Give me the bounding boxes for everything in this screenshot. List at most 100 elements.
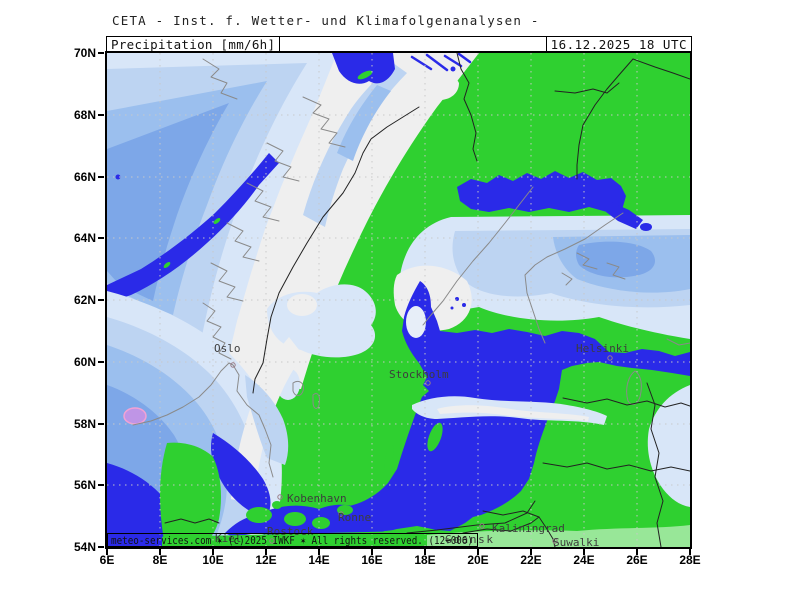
lat-tick — [98, 423, 104, 425]
lon-label-18e: 18E — [414, 553, 436, 567]
graticule — [107, 53, 690, 547]
heavy-rain-coast-strip — [107, 153, 279, 303]
trace-core-central-sweden — [287, 294, 317, 316]
lat-label-68n: 68N — [73, 108, 96, 122]
city-label-oslo: Oslo — [214, 342, 241, 355]
lon-label-22e: 22E — [520, 553, 542, 567]
city-label-kiel: Kiel — [215, 532, 242, 545]
land-jutland — [160, 442, 221, 547]
island-oland — [384, 445, 394, 471]
lat-label-56n: 56N — [73, 478, 96, 492]
island-gap — [357, 70, 373, 80]
lon-tick — [265, 549, 267, 555]
fjord-streak — [425, 53, 449, 72]
island-gap — [213, 218, 221, 224]
very-heavy-rain-cell — [123, 407, 147, 425]
product-label: Precipitation_[mm/6h] — [107, 37, 281, 52]
lon-tick — [477, 549, 479, 555]
lon-label-20e: 20E — [467, 553, 489, 567]
island-gap — [163, 262, 171, 268]
lon-label-12e: 12E — [255, 553, 277, 567]
lat-tick — [98, 361, 104, 363]
city-marker-suwalki — [552, 538, 558, 544]
country-borders — [164, 52, 691, 548]
city-marker-ronne — [338, 511, 344, 517]
lon-label-8e: 8E — [152, 553, 168, 567]
fjord-streak — [457, 52, 472, 64]
lon-tick — [106, 549, 108, 555]
rain-gap-band-core — [437, 405, 589, 421]
island-funen — [246, 507, 272, 523]
coastlines — [132, 58, 691, 478]
lon-tick — [689, 549, 691, 555]
lat-label-54n: 54N — [73, 540, 96, 554]
fjord-streak — [443, 54, 463, 68]
fjord-streak — [410, 55, 433, 71]
city-marker-oslo — [230, 362, 236, 368]
lat-tick — [98, 176, 104, 178]
lat-label-64n: 64N — [73, 231, 96, 245]
lon-tick — [159, 549, 161, 555]
city-label-ronne: Ronne — [338, 511, 371, 524]
lat-label-70n: 70N — [73, 46, 96, 60]
lon-label-24e: 24E — [573, 553, 595, 567]
rain-patch-pskov — [647, 385, 690, 507]
city-label-stockholm: Stockholm — [389, 368, 449, 381]
lon-tick — [636, 549, 638, 555]
lon-label-6e: 6E — [99, 553, 115, 567]
light-rain-land-strip — [427, 525, 690, 547]
city-label-helsinki: Helsinki — [576, 342, 629, 355]
lat-tick — [98, 299, 104, 301]
trace-blob-north — [418, 70, 459, 101]
heavy-rain-german-bight — [107, 463, 179, 547]
rain-band-nw-4 — [107, 103, 229, 301]
city-marker-helsinki — [607, 355, 613, 361]
cities: Oslo Stockholm Helsinki Kobenhavn Ronne … — [214, 342, 629, 549]
city-label-suwalki: Suwalki — [553, 536, 599, 547]
heavy-rain-bothnian-hook — [606, 202, 643, 229]
lon-label-14e: 14E — [308, 553, 330, 567]
city-marker-kaliningrad — [479, 523, 485, 529]
city-marker-rostock — [269, 538, 275, 544]
lat-tick — [98, 237, 104, 239]
city-label-kaliningrad: Kaliningrad — [492, 522, 565, 535]
map-canvas: Oslo Stockholm Helsinki Kobenhavn Ronne … — [107, 52, 691, 549]
copyright-text: meteo-services.com ✶ (c)2025 IWKF ✶ All … — [111, 535, 473, 547]
lat-label-58n: 58N — [73, 417, 96, 431]
heavy-rain-kattegat — [211, 433, 271, 517]
archipelago-dot — [462, 303, 466, 307]
datetime-label: 16.12.2025 18 UTC — [545, 37, 691, 52]
heavy-rain-dot — [640, 223, 652, 231]
precipitation-map: Oslo Stockholm Helsinki Kobenhavn Ronne … — [105, 51, 692, 549]
lon-tick — [530, 549, 532, 555]
lon-tick — [212, 549, 214, 555]
heavy-rain-bothnian-bay — [457, 171, 626, 212]
city-label-kobenhavn: Kobenhavn — [287, 492, 347, 505]
lon-tick — [424, 549, 426, 555]
island-danish — [312, 517, 330, 529]
heavy-rain-north-patch — [332, 53, 395, 84]
rain-skagerrak-tongue — [245, 375, 289, 465]
lon-tick — [371, 549, 373, 555]
lat-tick — [98, 546, 104, 548]
rain-streak-lofoten-core — [337, 85, 391, 161]
lon-label-28e: 28E — [679, 553, 701, 567]
lon-tick — [583, 549, 585, 555]
rain-streak-lofoten — [303, 63, 407, 227]
lon-label-26e: 26E — [626, 553, 648, 567]
city-label-gdansk: Gdansk — [445, 533, 493, 546]
lon-tick — [318, 549, 320, 555]
city-label-rostock: Rostock — [267, 525, 314, 538]
land-german-coast — [162, 531, 407, 547]
copyright-box — [107, 533, 478, 547]
island-bornholm — [337, 505, 353, 515]
island-danish-small — [272, 501, 282, 509]
island-zealand — [284, 512, 306, 526]
lat-tick — [98, 484, 104, 486]
city-marker-kobenhavn — [277, 494, 283, 500]
archipelago-dot — [450, 306, 454, 310]
page-title: CETA - Inst. f. Wetter- und Klimafolgena… — [112, 13, 540, 28]
lat-tick — [98, 114, 104, 116]
lat-label-62n: 62N — [73, 293, 96, 307]
lat-label-66n: 66N — [73, 170, 96, 184]
